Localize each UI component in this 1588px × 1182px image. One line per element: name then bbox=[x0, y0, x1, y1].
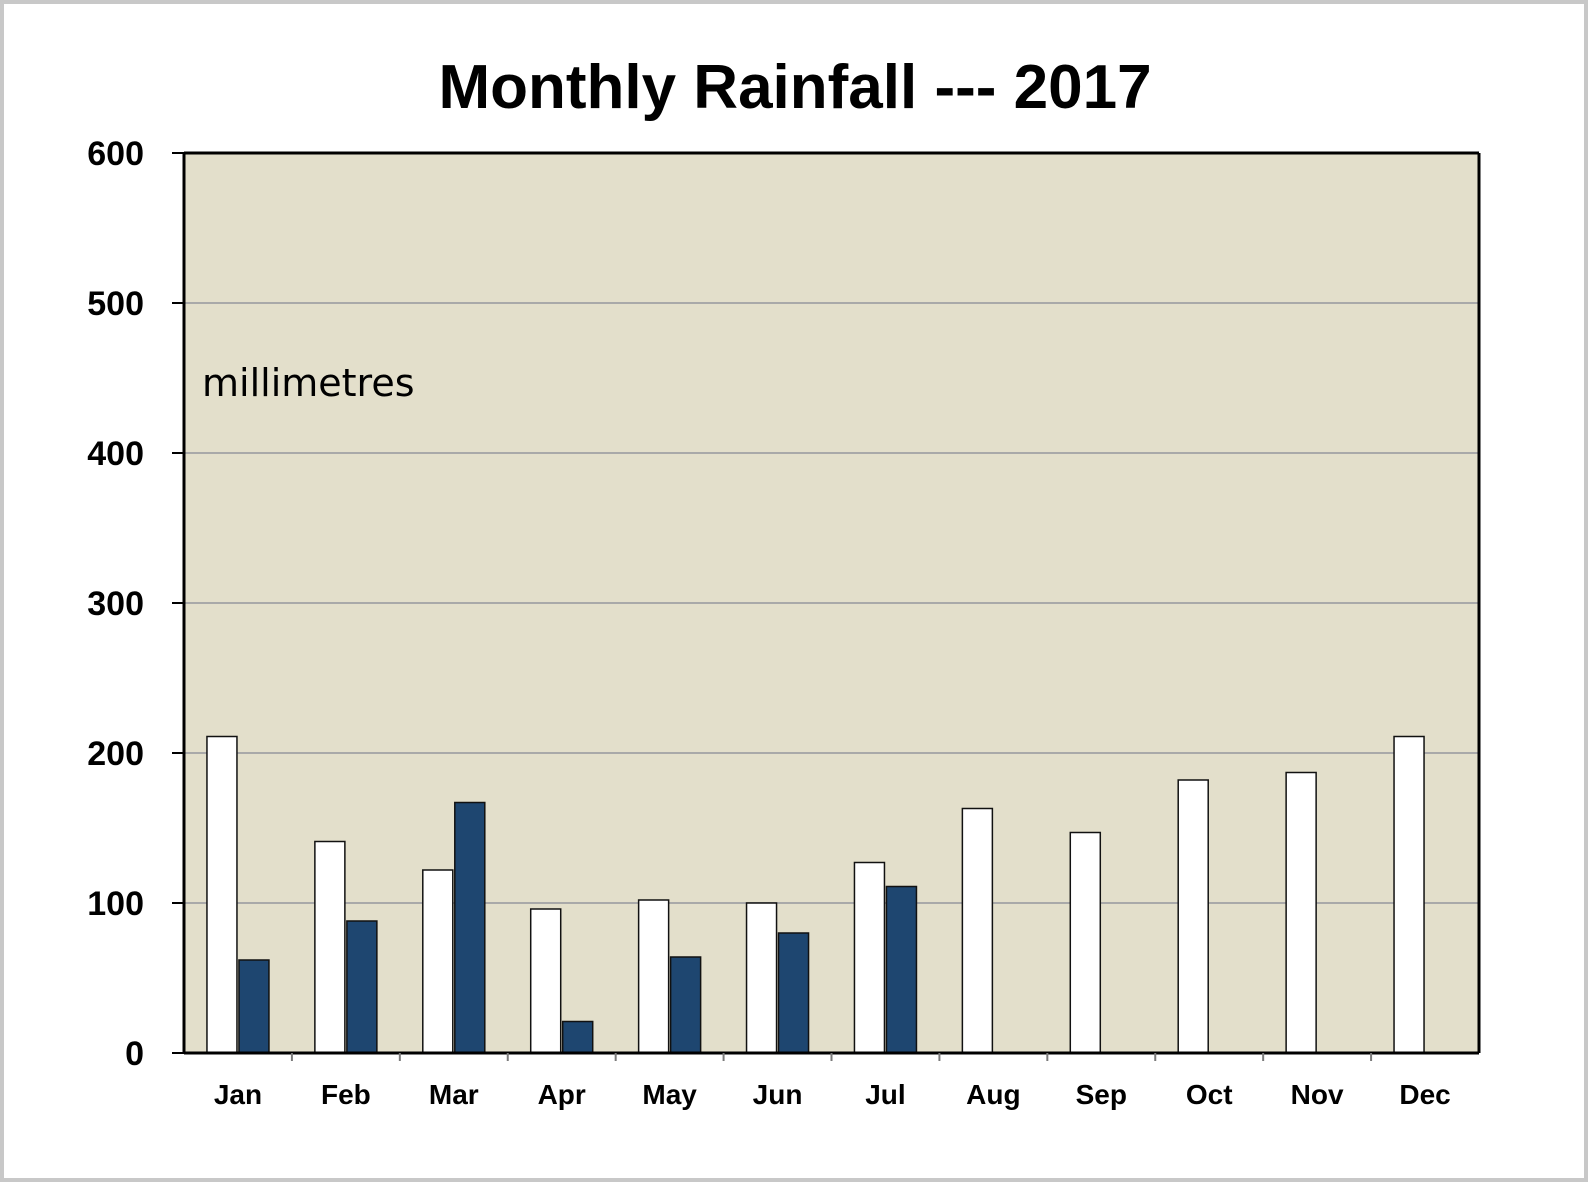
x-tick-label-apr: Apr bbox=[538, 1079, 586, 1110]
y-tick-label-600: 600 bbox=[87, 135, 144, 173]
bar-white-jun bbox=[745, 902, 778, 1054]
bar-blue-may bbox=[669, 956, 702, 1054]
x-tick-label-sep: Sep bbox=[1076, 1079, 1127, 1110]
x-axis-ticks: Jan Feb Mar Apr May Jun Jul Aug Sep Oct Nov Dec bbox=[214, 1053, 1451, 1110]
bar-white-oct bbox=[1177, 779, 1209, 1054]
bar-white-nov bbox=[1285, 771, 1317, 1054]
bar-white-aug bbox=[961, 807, 994, 1054]
bar-white-mar bbox=[422, 869, 454, 1054]
x-tick-label-nov: Nov bbox=[1291, 1079, 1344, 1110]
y-tick-label-100: 100 bbox=[87, 885, 144, 923]
x-tick-label-jan: Jan bbox=[214, 1079, 262, 1110]
bar-white-may bbox=[637, 899, 670, 1054]
bar-blue-apr bbox=[561, 1020, 594, 1054]
bar-blue-jan bbox=[238, 959, 270, 1054]
y-tick-label-0: 0 bbox=[125, 1035, 144, 1073]
x-tick-label-mar: Mar bbox=[429, 1079, 479, 1110]
bar-white-jan bbox=[206, 735, 238, 1054]
bar-white-apr bbox=[529, 908, 562, 1054]
y-tick-label-300: 300 bbox=[87, 585, 144, 623]
x-tick-label-jul: Jul bbox=[865, 1079, 905, 1110]
bar-blue-jul bbox=[885, 885, 918, 1054]
bar-white-jul bbox=[853, 861, 886, 1054]
x-tick-label-may: May bbox=[642, 1079, 697, 1110]
x-tick-label-feb: Feb bbox=[321, 1079, 371, 1110]
bars bbox=[206, 735, 1425, 1054]
bar-white-sep bbox=[1069, 831, 1102, 1054]
x-tick-label-oct: Oct bbox=[1186, 1079, 1233, 1110]
y-tick-label-200: 200 bbox=[87, 735, 144, 773]
x-tick-label-aug: Aug bbox=[966, 1079, 1020, 1110]
bar-blue-mar bbox=[454, 801, 486, 1054]
y-tick-label-400: 400 bbox=[87, 435, 144, 473]
bar-white-dec bbox=[1393, 735, 1425, 1054]
bar-blue-feb bbox=[346, 920, 378, 1054]
y-tick-label-500: 500 bbox=[87, 285, 144, 323]
chart-title: Monthly Rainfall --- 2017 bbox=[438, 53, 1151, 122]
gridlines bbox=[184, 302, 1479, 904]
bar-white-feb bbox=[314, 840, 346, 1054]
x-tick-label-dec: Dec bbox=[1399, 1079, 1450, 1110]
y-axis-ticks: 0 100 200 300 400 500 600 bbox=[87, 135, 184, 1073]
x-tick-label-jun: Jun bbox=[753, 1079, 803, 1110]
bar-blue-jun bbox=[777, 932, 810, 1054]
unit-annotation: millimetres bbox=[202, 361, 415, 405]
